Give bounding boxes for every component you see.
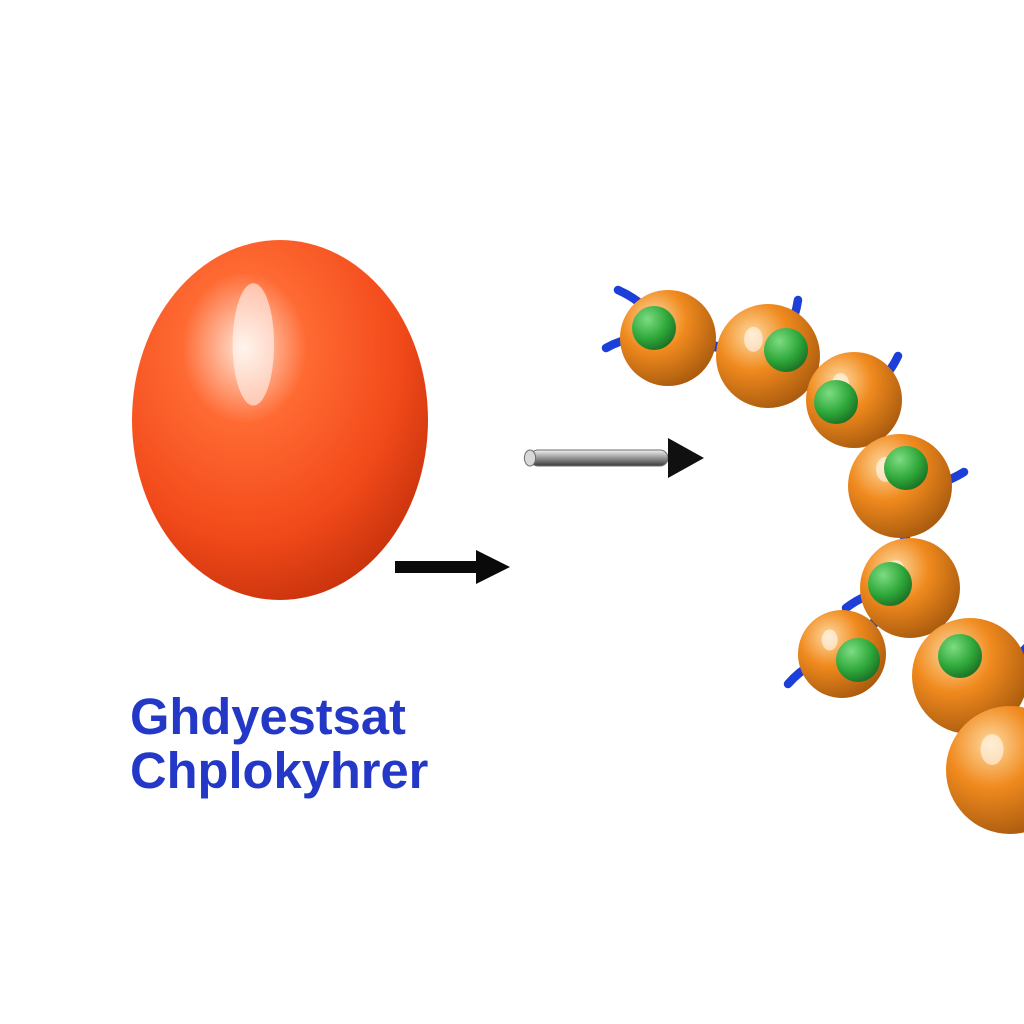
oval-shape: [132, 240, 428, 600]
molecule-substituent: [868, 562, 912, 606]
caption-line-2: Chplokyhrer: [130, 742, 428, 800]
arrow-upper: [524, 438, 704, 478]
molecule-substituent: [836, 638, 880, 682]
caption-line-1: Ghdyestsat: [130, 688, 406, 746]
molecule-substituent: [764, 328, 808, 372]
molecule-substituent: [632, 306, 676, 350]
arrow-lower: [395, 550, 510, 584]
molecule-substituent: [884, 446, 928, 490]
diagram-svg: [0, 0, 1024, 1024]
molecule-chain: [606, 290, 1024, 834]
molecule-substituent: [814, 380, 858, 424]
diagram-canvas: Ghdyestsat Chplokyhrer: [0, 0, 1024, 1024]
molecule-substituent: [938, 634, 982, 678]
